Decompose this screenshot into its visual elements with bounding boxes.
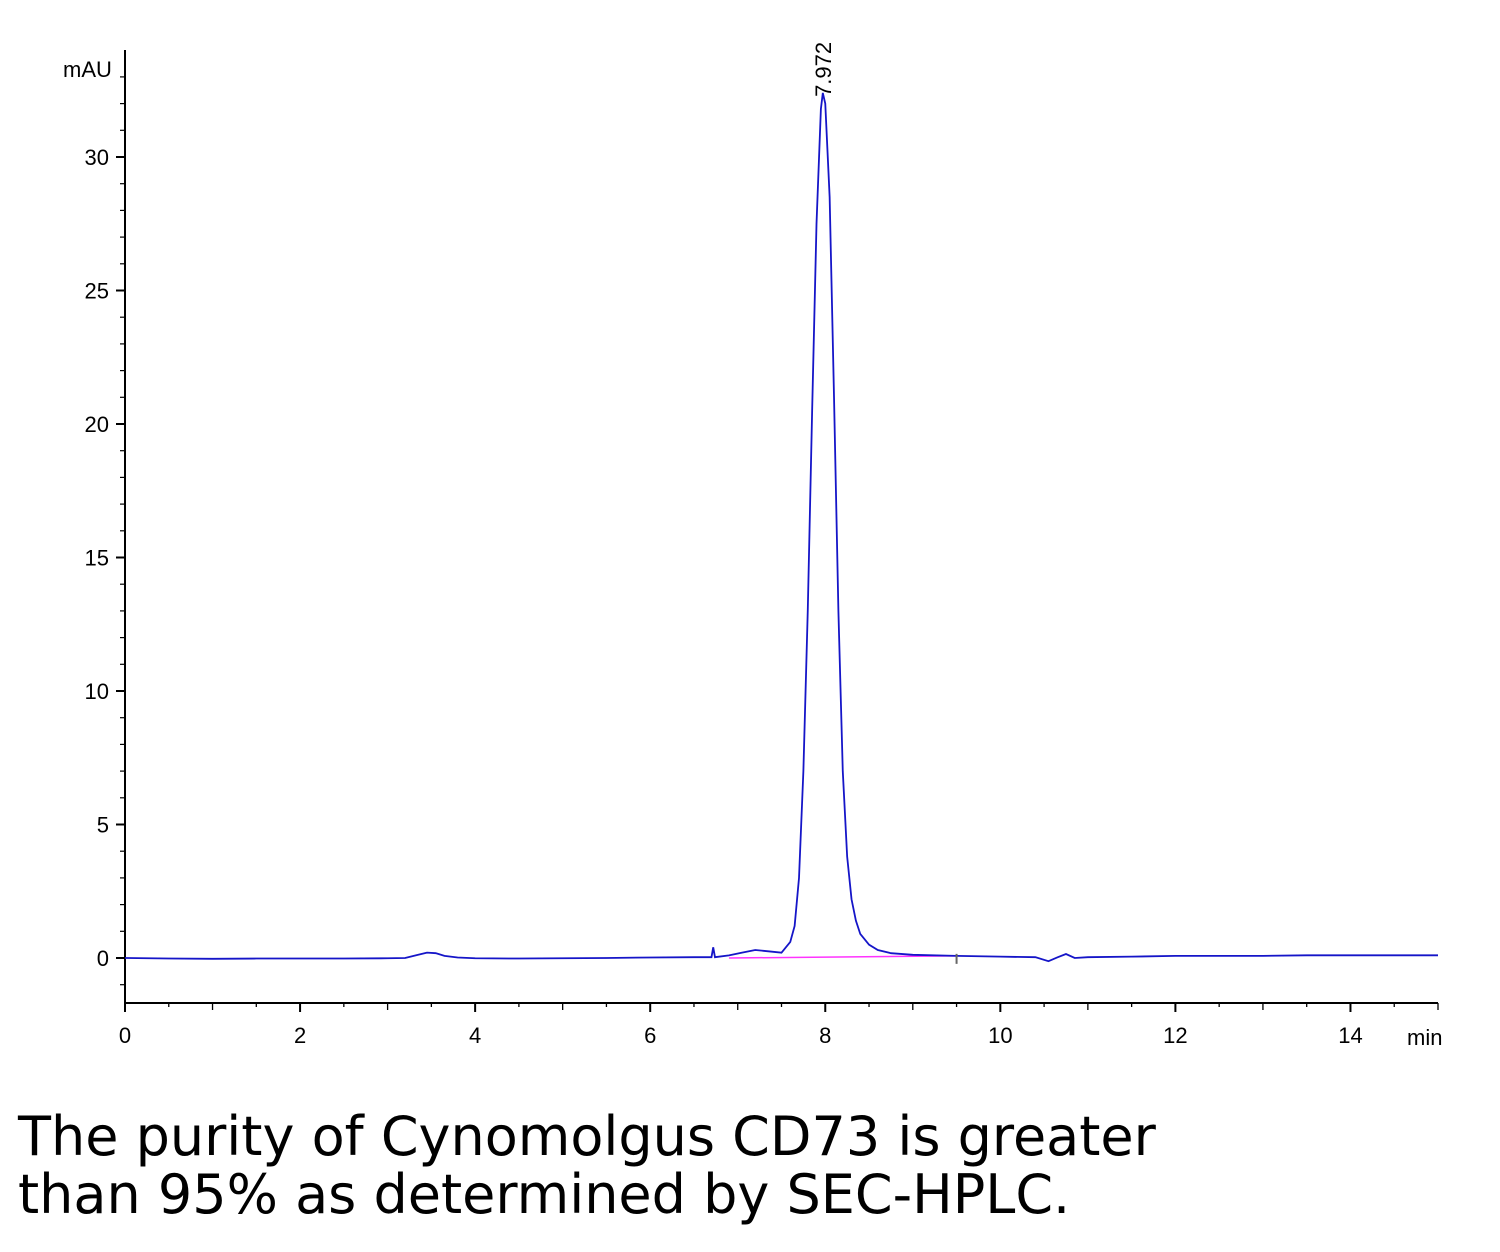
peak-labels: 7.972 [811,42,836,97]
y-tick-label: 15 [85,546,109,571]
x-tick-label: 4 [469,1023,481,1048]
x-tick-label: 0 [119,1023,131,1048]
caption-line-1: The purity of Cynomolgus CD73 is greater [18,1105,1156,1168]
caption: The purity of Cynomolgus CD73 is greater… [18,1108,1478,1224]
x-tick-label: 2 [294,1023,306,1048]
integration-baseline [728,955,957,959]
y-tick-label: 10 [85,679,109,704]
x-tick-label: 14 [1338,1023,1362,1048]
y-tick-label: 0 [97,946,109,971]
caption-line-2: than 95% as determined by SEC-HPLC. [18,1163,1071,1226]
peak-retention-label: 7.972 [811,42,836,97]
y-tick-label: 20 [85,412,109,437]
chart-axes: 0 5 10 15 20 25 30 0 2 4 6 8 10 12 14 [85,50,1439,1048]
x-tick-label: 12 [1163,1023,1187,1048]
x-tick-label: 6 [644,1023,656,1048]
chromatogram-trace [124,92,1438,963]
x-axis-unit-label: min [1407,1025,1442,1050]
y-ticks: 0 5 10 15 20 25 30 [85,76,125,986]
y-tick-label: 25 [85,279,109,304]
x-tick-label: 8 [819,1023,831,1048]
chromatogram-chart: 0 5 10 15 20 25 30 0 2 4 6 8 10 12 14 mAU min 7.972 [63,42,1442,1050]
y-axis-unit-label: mAU [63,57,112,82]
y-tick-label: 30 [85,145,109,170]
y-tick-label: 5 [97,813,109,838]
x-ticks: 0 2 4 6 8 10 12 14 [119,1003,1439,1048]
x-tick-label: 10 [988,1023,1012,1048]
